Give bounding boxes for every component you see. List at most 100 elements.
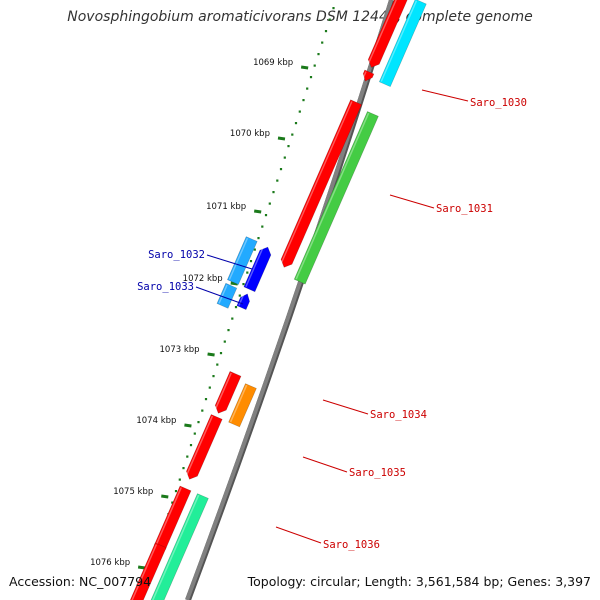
gene-saro-1031-green [293, 111, 379, 285]
tick-mark [230, 281, 238, 286]
ruler-dot [186, 455, 189, 458]
gene-leader-line [275, 526, 322, 544]
gene-saro-1032-blue [243, 246, 272, 293]
gene-label: Saro_1034 [370, 409, 427, 421]
ruler-dot [332, 7, 335, 10]
tick-mark [253, 209, 262, 214]
ruler-dot [231, 317, 234, 320]
ruler-dot [324, 30, 328, 33]
ruler-dot [216, 363, 219, 366]
gene-saro-1030-tail-highlight [362, 71, 367, 80]
ruler-dot [291, 133, 294, 136]
tick-label: 1075 kbp [113, 487, 153, 497]
ruler-dot [264, 214, 268, 217]
ruler-dot [279, 168, 283, 171]
tick-mark [184, 423, 192, 428]
gene-saro-1034-orange [228, 383, 257, 428]
gene-saro-1031-red-highlight [280, 101, 353, 265]
gene-saro-1032-sky [227, 236, 258, 285]
ruler-dot [204, 398, 208, 401]
gene-saro-1034-orange-highlight [229, 384, 248, 423]
ruler-dot [328, 18, 331, 21]
gene-label: Saro_1031 [436, 203, 493, 215]
ruler-dot [294, 122, 298, 125]
gene-saro-1036-teal-highlight [152, 494, 200, 600]
tick-label: 1073 kbp [160, 345, 200, 355]
gene-saro-1032-sky-highlight [228, 237, 249, 280]
tick-label: 1070 kbp [230, 129, 270, 139]
ruler-dot [193, 432, 196, 435]
tick-label: 1069 kbp [253, 58, 293, 68]
gene-saro-1035-red-highlight [185, 415, 214, 477]
ruler-dot [238, 294, 241, 297]
gene-saro-1030-tail [362, 69, 375, 82]
ruler-dot [212, 375, 215, 378]
ruler-dot [174, 490, 178, 493]
gene-saro-1031-red [280, 99, 362, 268]
ruler-dot [242, 283, 245, 286]
ruler-dot [246, 271, 249, 274]
tick-mark [277, 136, 286, 141]
gene-saro-1036-teal [150, 493, 209, 600]
ruler-dot [178, 478, 181, 481]
gene-saro-1030-cyan-highlight [380, 0, 418, 82]
tick-label: 1072 kbp [183, 274, 223, 284]
ruler-dot [272, 191, 275, 194]
tick-label: 1074 kbp [136, 416, 176, 426]
ruler-dot [298, 110, 301, 113]
tick-label: 1076 kbp [90, 558, 130, 568]
gene-saro-1036-red-highlight [153, 487, 182, 551]
ruler-dot [227, 329, 230, 332]
tick-mark [207, 352, 215, 357]
gene-label: Saro_1036 [323, 539, 380, 551]
ruler-dot [253, 248, 256, 251]
gene-label: Saro_1032 [148, 249, 205, 261]
ruler-dot [219, 352, 223, 355]
ruler-dot [249, 260, 253, 263]
gene-saro-1033-sky [216, 282, 238, 309]
ruler-dot [261, 225, 264, 228]
ruler-dot [306, 87, 309, 90]
ruler-dot [234, 306, 238, 309]
ruler-dot [189, 444, 193, 447]
ruler-dot [309, 76, 313, 79]
gene-saro-1037-red-highlight [131, 544, 158, 600]
tick-mark [300, 65, 309, 70]
gene-leader-line [195, 286, 244, 305]
gene-label: Saro_1033 [137, 281, 194, 293]
ruler-dot [197, 421, 200, 424]
gene-saro-1034-red-highlight [214, 372, 232, 411]
gene-saro-1033-sky-highlight [218, 284, 228, 304]
gene-saro-1033-blue [236, 293, 250, 310]
backbone [185, 0, 393, 600]
gene-leader-line [421, 89, 469, 102]
ruler-dot [182, 467, 185, 470]
ruler-dot [313, 64, 316, 67]
gene-saro-1030-cyan [378, 0, 427, 87]
gene-leader-line [389, 194, 435, 209]
ruler-dot [276, 179, 279, 182]
ruler-dot [317, 53, 320, 56]
gene-label: Saro_1035 [349, 467, 406, 479]
ruler-dot [223, 340, 226, 343]
gene-leader-line [322, 399, 369, 415]
tick-label: 1071 kbp [206, 202, 246, 212]
gene-saro-1031-green-highlight [295, 112, 370, 280]
ruler-dot [208, 386, 211, 389]
gene-saro-1032-blue-highlight [245, 246, 265, 287]
gene-leader-line [302, 456, 348, 473]
gene-saro-1037-red [129, 542, 167, 600]
ruler-dot [201, 409, 204, 412]
ruler-dot [321, 41, 324, 44]
genome-summary: Topology: circular; Length: 3,561,584 bp… [247, 574, 591, 589]
gene-saro-1035-red [186, 414, 223, 480]
ruler-dot [302, 99, 305, 102]
tick-mark [161, 494, 169, 499]
gene-saro-1030-red [367, 0, 408, 68]
gene-saro-1034-red [214, 371, 242, 414]
gene-label: Saro_1030 [470, 97, 527, 109]
ruler-dot [257, 237, 260, 240]
ruler-dot [171, 501, 174, 504]
